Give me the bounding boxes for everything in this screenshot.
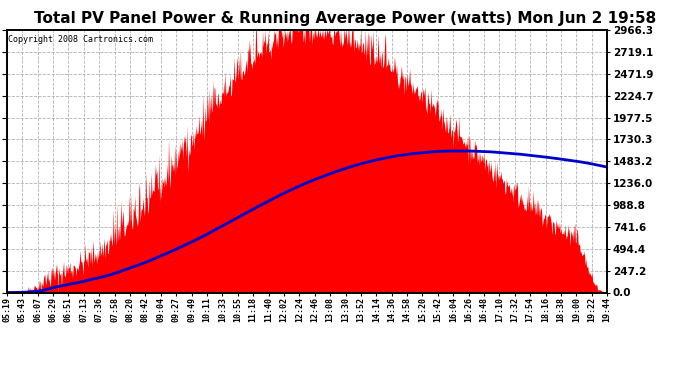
Text: Total PV Panel Power & Running Average Power (watts) Mon Jun 2 19:58: Total PV Panel Power & Running Average P… (34, 11, 656, 26)
Text: Copyright 2008 Cartronics.com: Copyright 2008 Cartronics.com (8, 35, 153, 44)
